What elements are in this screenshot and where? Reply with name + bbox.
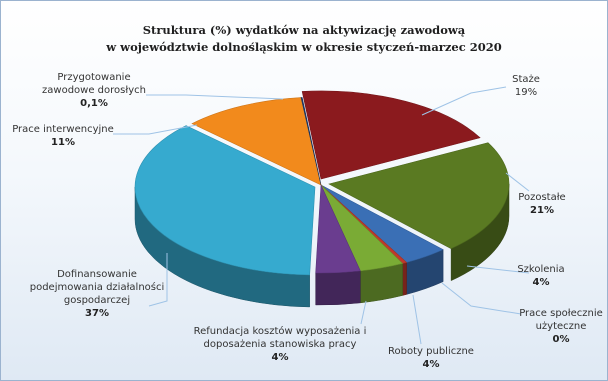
slice-value-label: 19% [515, 87, 537, 98]
slice-value-label: 0% [553, 334, 570, 345]
slice-label: Szkolenia [517, 264, 564, 275]
pie-slice [301, 90, 481, 180]
chart-subtitle: w województwie dolnośląskim w okresie st… [105, 40, 501, 54]
pie-tops [134, 90, 510, 276]
slice-value-label: 4% [272, 352, 289, 363]
leader-line [412, 294, 422, 345]
slice-value-label: 11% [51, 137, 75, 148]
leader-line [148, 253, 168, 307]
slice-value-label: 37% [85, 308, 109, 319]
pie-labels: Staże 19% Pozostałe 21% Szkolenia 4% Prace spo… [12, 72, 603, 370]
leader-line [421, 86, 507, 116]
leader-line [146, 94, 284, 100]
pie-slice [134, 125, 316, 276]
slice-label: Prace interwencyjne [12, 124, 114, 135]
leader-line [466, 265, 530, 274]
slice-label: zawodowe dorosłych [42, 85, 146, 96]
pie-sides [134, 183, 510, 308]
slice-label: Pozostałe [518, 192, 565, 203]
slice-label: Roboty publiczne [388, 346, 474, 357]
slice-label: użyteczne [536, 321, 587, 332]
slice-value-label: 0,1% [80, 98, 108, 109]
leader-line [505, 172, 530, 192]
slice-value-label: 4% [423, 359, 440, 370]
pie-slice [191, 97, 322, 186]
slice-label: Dofinansowanie [57, 269, 137, 280]
slice-value-label: 21% [530, 205, 554, 216]
leader-line [360, 300, 367, 325]
slice-label: Staże [512, 74, 540, 85]
slice-label: doposażenia stanowiska pracy [204, 339, 357, 350]
chart-title: Struktura (%) wydatków na aktywizację za… [143, 23, 466, 37]
slice-label: podejmowania działalności [30, 281, 165, 293]
slice-value-label: 4% [533, 277, 550, 288]
slice-label: Prace społecznie [519, 308, 603, 319]
slice-label: gospodarczej [64, 295, 130, 306]
pie-slice-side [402, 262, 407, 296]
pie-slice [315, 184, 361, 274]
slice-label: Refundacja kosztów wyposażenia i [194, 325, 367, 337]
pie-slice [328, 142, 510, 249]
leader-line [441, 282, 522, 315]
pie-slice-side [315, 270, 361, 306]
pie-slice [300, 97, 322, 186]
slice-label: Przygotowanie [57, 72, 130, 83]
leader-line [113, 124, 198, 135]
